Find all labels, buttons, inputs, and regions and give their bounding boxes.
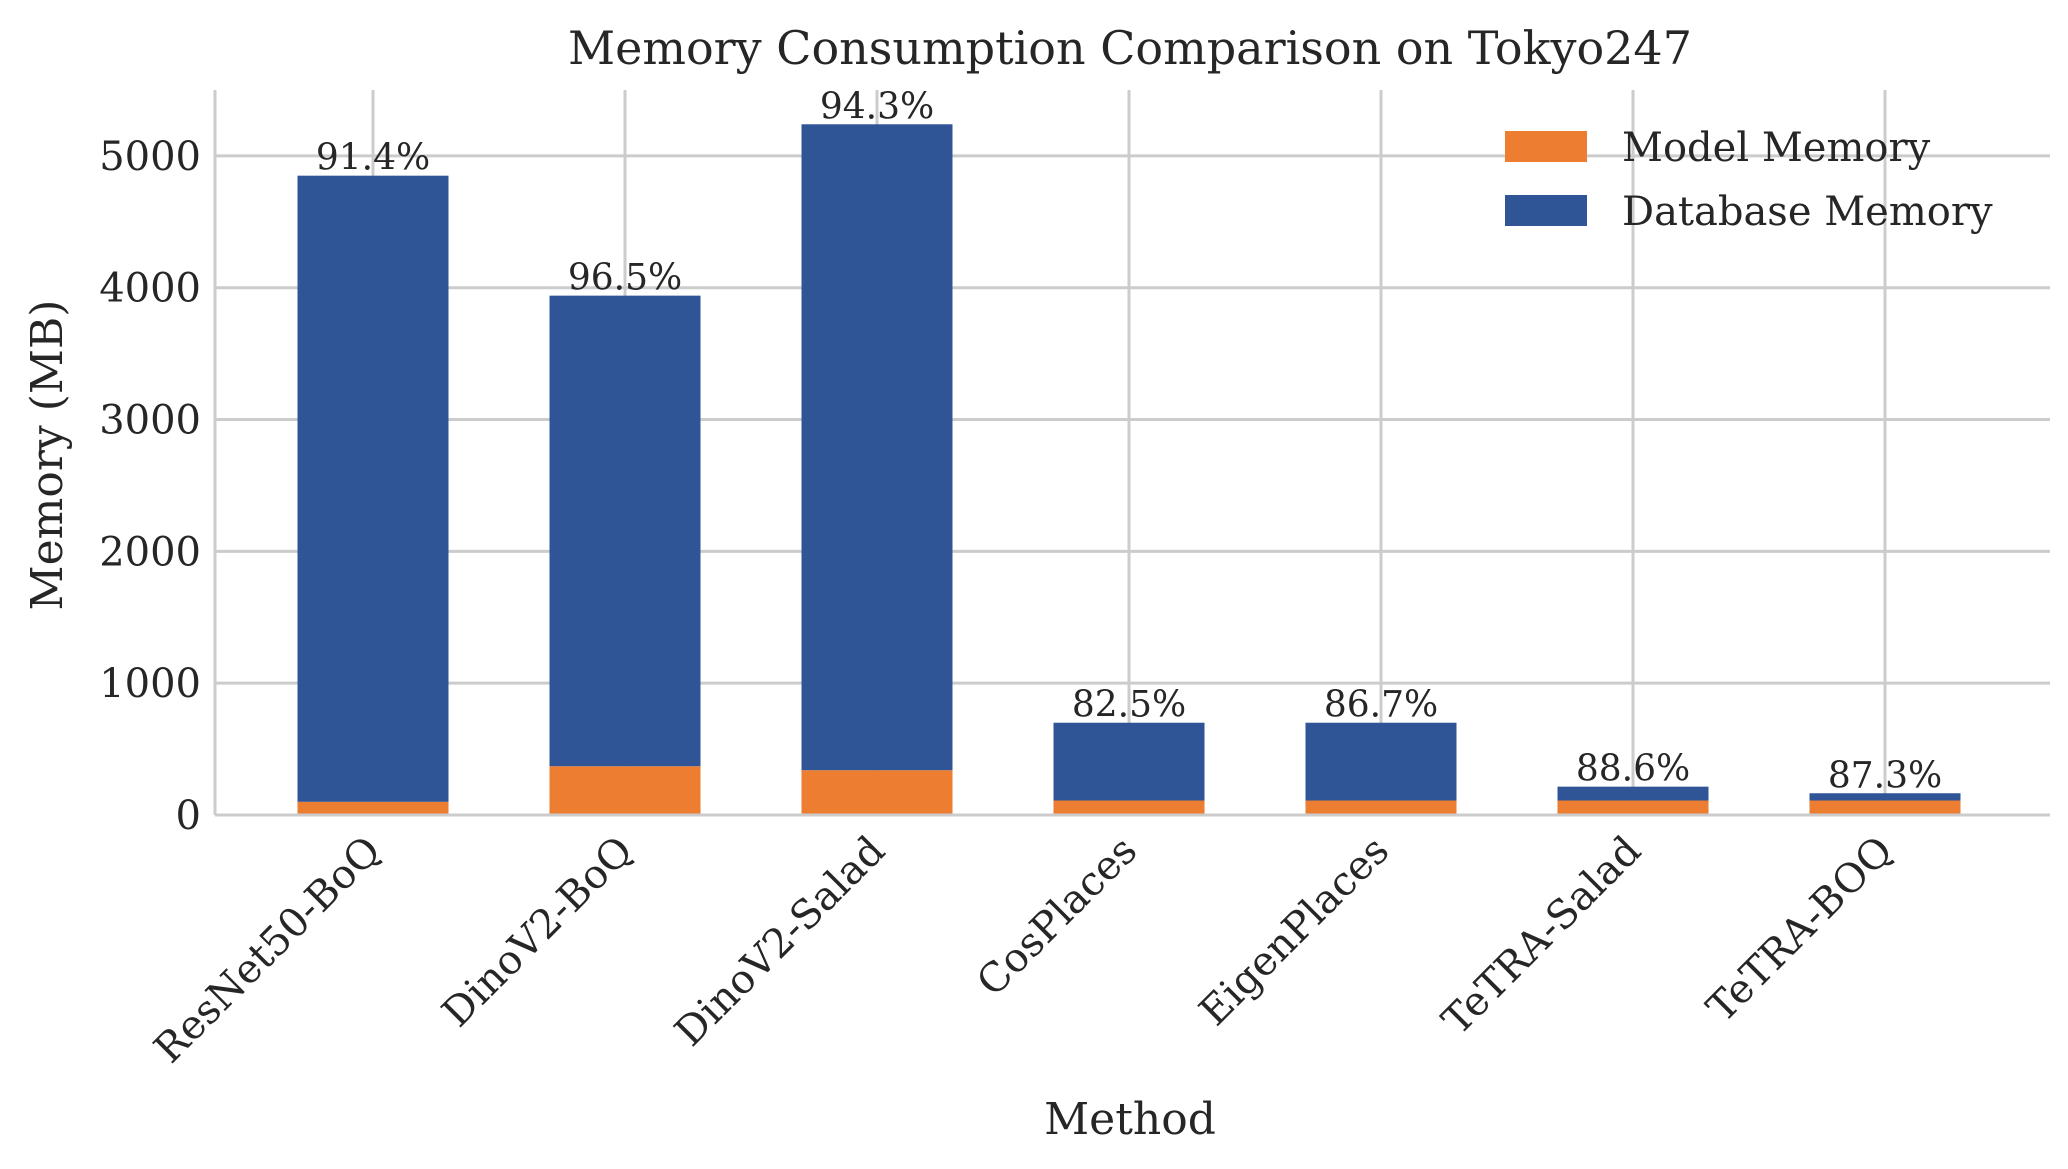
x-tick-label: CosPlaces (968, 828, 1146, 1006)
bar-model-memory (1305, 800, 1457, 815)
bar-database-memory (1809, 793, 1961, 801)
y-tick-label: 3000 (99, 398, 201, 444)
bar-model-memory (297, 801, 449, 815)
y-tick-label: 5000 (99, 134, 201, 180)
axes (213, 90, 2050, 817)
bar-database-memory (801, 124, 953, 771)
bar-model-memory (1557, 800, 1709, 815)
bar-model-memory (1053, 800, 1205, 815)
x-tick-label: TeTRA-Salad (1434, 828, 1650, 1044)
bar-labels: 91.4% 96.5% 94.3% 82.5% 86.7% 88.6% 87.3% (316, 86, 1942, 796)
bar-percent-label: 94.3% (820, 86, 934, 127)
grid (215, 90, 2050, 817)
legend-label: Model Memory (1622, 125, 1931, 171)
y-tick-label: 0 (176, 793, 201, 839)
legend-swatch (1505, 131, 1587, 162)
bar-percent-label: 88.6% (1576, 749, 1690, 790)
legend-swatch (1505, 195, 1587, 226)
x-axis-label: Method (1044, 1094, 1216, 1145)
bar-percent-label: 96.5% (568, 258, 682, 299)
bar-database-memory (1557, 786, 1709, 801)
x-tick-label: ResNet50-BoQ (146, 828, 390, 1072)
legend: Model Memory Database Memory (1505, 125, 1993, 235)
y-tick-label: 2000 (99, 529, 201, 575)
x-tick-label: TeTRA-BOQ (1698, 828, 1902, 1032)
chart-title: Memory Consumption Comparison on Tokyo24… (568, 21, 1692, 75)
bar-model-memory (549, 766, 701, 815)
bar-database-memory (549, 295, 701, 767)
bar-percent-label: 91.4% (316, 138, 430, 179)
bar-percent-label: 87.3% (1828, 755, 1942, 796)
x-tick-label: DinoV2-BoQ (434, 828, 642, 1036)
y-axis-label: Memory (MB) (22, 300, 73, 611)
legend-label: Database Memory (1622, 189, 1993, 235)
bar-database-memory (297, 175, 449, 802)
x-tick-label: EigenPlaces (1191, 828, 1398, 1035)
bar-model-memory (801, 770, 953, 815)
bars (297, 124, 1961, 815)
bar-percent-label: 82.5% (1072, 685, 1186, 726)
x-tick-label: DinoV2-Salad (666, 828, 894, 1056)
bar-model-memory (1809, 800, 1961, 815)
y-tick-label: 1000 (99, 661, 201, 707)
bar-database-memory (1053, 722, 1205, 801)
bar-percent-label: 86.7% (1324, 685, 1438, 726)
bar-database-memory (1305, 722, 1457, 801)
y-tick-label: 4000 (99, 266, 201, 312)
